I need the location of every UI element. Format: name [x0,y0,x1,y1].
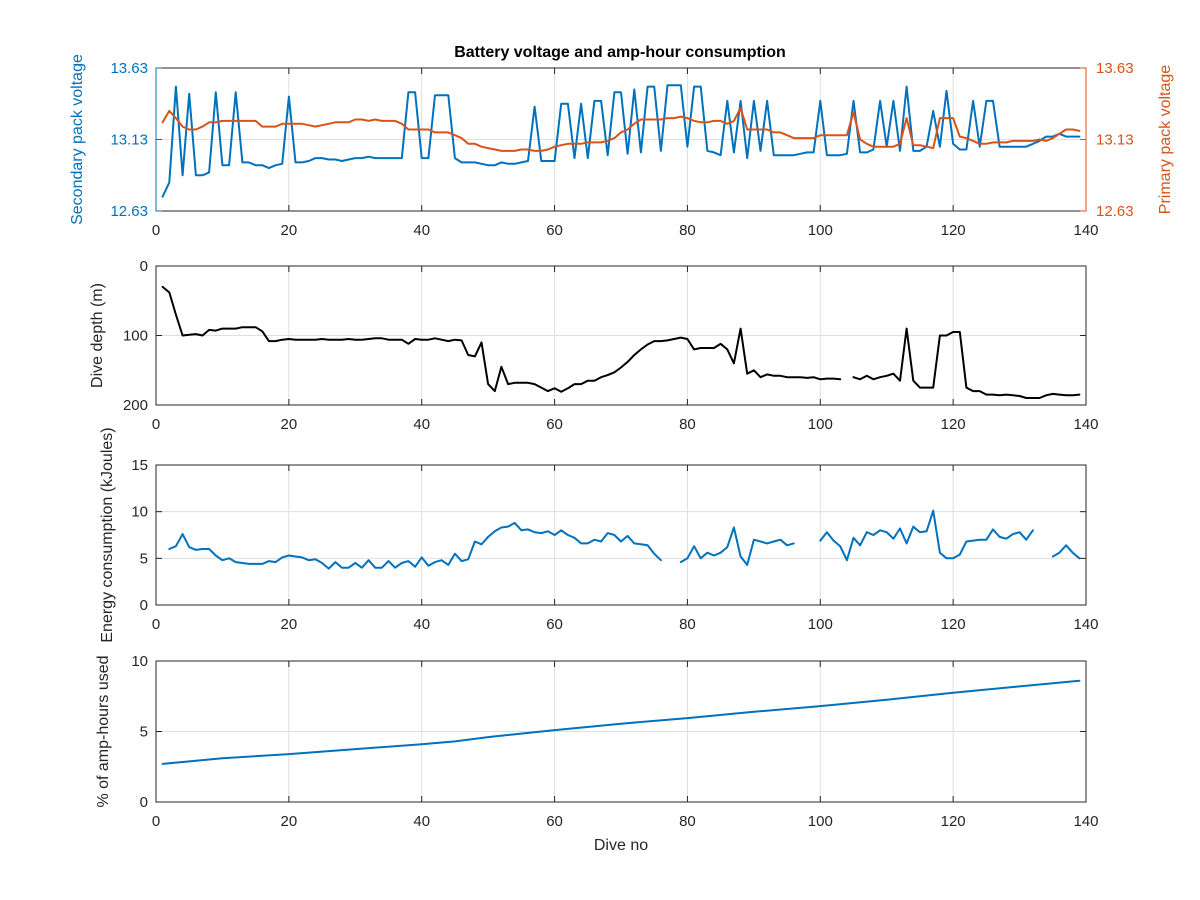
x-tick-label: 100 [808,222,833,239]
x-tick-label: 140 [1073,813,1098,830]
x-tick-label: 60 [546,416,563,433]
x-tick-label: 20 [281,416,298,433]
x-tick-label: 40 [413,616,430,633]
y-tick-label: 15 [131,457,148,474]
y-axis-label: % of amp-hours used [95,655,112,807]
x-tick-label: 40 [413,416,430,433]
subplot-2: 0 20 40 60 80 100 120 140 0 100 200 Dive depth (m) [89,258,1099,433]
x-tick-label: 0 [152,222,160,239]
y-tick-label: 10 [131,653,148,670]
x-tick-label: 80 [679,222,696,239]
x-tick-label: 20 [281,616,298,633]
y-tick-label: 200 [123,397,148,414]
x-tick-label: 100 [808,616,833,633]
y-tick-label: 12.63 [110,203,148,220]
figure-title: Battery voltage and amp-hour consumption [454,44,786,61]
x-tick-label: 20 [281,222,298,239]
x-tick-label: 80 [679,813,696,830]
y-tick-label: 0 [140,597,148,614]
y-tick-label: 5 [140,550,148,567]
x-tick-label: 80 [679,616,696,633]
x-tick-label: 0 [152,616,160,633]
x-tick-label: 140 [1073,222,1098,239]
x-tick-label: 40 [413,222,430,239]
series-line-1 [161,679,1081,765]
x-tick-label: 140 [1073,416,1098,433]
y-tick-label: 13.63 [110,60,148,77]
y-right-tick-label: 12.63 [1096,203,1134,220]
x-tick-label: 20 [281,813,298,830]
y-right-axis-label: Primary pack voltage [1157,65,1174,214]
y-tick-label: 13.13 [110,132,148,149]
x-tick-label: 120 [941,222,966,239]
x-tick-label: 0 [152,416,160,433]
x-tick-label: 60 [546,616,563,633]
y-right-tick-label: 13.13 [1096,132,1134,149]
y-tick-label: 0 [140,794,148,811]
subplot-1: 0 20 40 60 80 100 120 140 12.63 13.13 13.63 12.63 13… [69,54,1174,239]
series-line-1 [161,285,1081,399]
x-tick-label: 120 [941,813,966,830]
x-tick-label: 40 [413,813,430,830]
subplot-4: 0 20 40 60 80 100 120 140 0 5 10 % of amp-hours use… [95,653,1099,854]
subplot-3: 0 20 40 60 80 100 120 140 0 5 10 15 Energy consumpti… [99,427,1099,642]
x-tick-label: 0 [152,813,160,830]
axes-box [155,464,1087,606]
y-tick-label: 5 [140,724,148,741]
subplots-group: 0 20 40 60 80 100 120 14012.6313.1313.6312.6313… [69,54,1174,854]
x-tick-label: 80 [679,416,696,433]
x-tick-label: 100 [808,813,833,830]
y-tick-label: 100 [123,328,148,345]
y-axis-label: Secondary pack voltage [69,54,86,225]
y-axis-label: Energy consumption (kJoules) [99,427,116,642]
x-tick-label: 60 [546,813,563,830]
series-line-2 [161,107,1081,152]
x-tick-label: 100 [808,416,833,433]
y-right-tick-label: 13.63 [1096,60,1134,77]
y-axis-label: Dive depth (m) [89,283,106,388]
y-tick-label: 10 [131,504,148,521]
y-tick-label: 0 [140,258,148,275]
series-line-1 [168,509,1081,570]
x-axis-label: Dive no [594,837,648,854]
x-tick-label: 120 [941,416,966,433]
x-tick-label: 140 [1073,616,1098,633]
x-tick-label: 60 [546,222,563,239]
x-tick-label: 120 [941,616,966,633]
